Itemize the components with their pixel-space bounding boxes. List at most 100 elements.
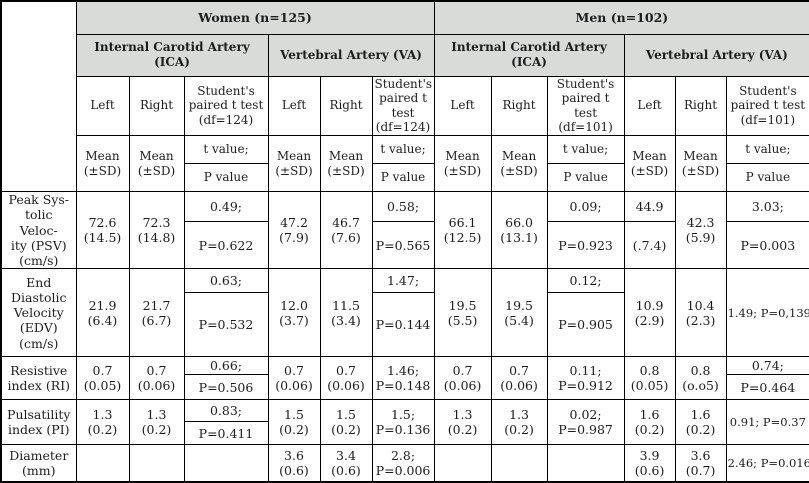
men-ica-ttest-header: Student's paired t test (df=101) bbox=[546, 75, 625, 136]
edv-women-ica-left-cell: 21.9 (6.4) bbox=[75, 268, 130, 358]
men-va-left-header: Left bbox=[623, 75, 676, 136]
diameter-women-va-ttest-cell: 2.8; P=0.006 bbox=[371, 444, 435, 483]
psv-men-va-left-sd-cell: (.7.4) bbox=[623, 221, 676, 270]
women-va-header: Vertebral Artery (VA) bbox=[267, 33, 435, 77]
pi-women-ica-right-cell: 1.3 (0.2) bbox=[128, 399, 185, 446]
women-ica-left-meansd-header: Mean (±SD) bbox=[75, 135, 130, 192]
psv-men-va-right-cell: 42.3 (5.9) bbox=[674, 190, 727, 270]
psv-women-ica-pvalue-cell: P=0.622 bbox=[183, 221, 269, 270]
pi-women-va-ttest-cell: 1.5; P=0.136 bbox=[371, 399, 435, 446]
ri-women-va-ttest-cell: 1.46; P=0.148 bbox=[371, 356, 435, 401]
ri-row-label: Resistive index (RI) bbox=[0, 356, 77, 401]
edv-women-va-left-cell: 12.0 (3.7) bbox=[267, 268, 321, 358]
psv-women-ica-left-cell: 72.6 (14.5) bbox=[75, 190, 130, 270]
ri-men-va-left-cell: 0.8 (0.05) bbox=[623, 356, 676, 401]
ri-women-va-right-cell: 0.7 (0.06) bbox=[319, 356, 373, 401]
ri-women-ica-left-cell: 0.7 (0.05) bbox=[75, 356, 130, 401]
men-va-tvalue-header: t value; bbox=[725, 135, 809, 164]
women-ica-right-meansd-header: Mean (±SD) bbox=[128, 135, 185, 192]
women-va-left-meansd-header: Mean (±SD) bbox=[267, 135, 321, 192]
table-row-psv: Peak Sys- tolic Veloc- ity (PSV) (cm/s) … bbox=[0, 190, 809, 270]
ri-women-ica-pvalue-cell: P=0.506 bbox=[183, 374, 269, 401]
women-ica-header: Internal Carotid Artery (ICA) bbox=[75, 33, 269, 77]
women-ica-tvalue-header: t value; bbox=[183, 135, 269, 164]
men-ica-header: Internal Carotid Artery (ICA) bbox=[433, 33, 625, 77]
edv-men-va-right-cell: 10.4 (2.3) bbox=[674, 268, 727, 358]
diameter-women-ica-left-cell bbox=[75, 444, 130, 483]
men-ica-tvalue-header: t value; bbox=[546, 135, 625, 164]
ri-men-ica-ttest-cell: 0.11; P=0.912 bbox=[546, 356, 625, 401]
diameter-women-ica-ttest-cell bbox=[183, 444, 269, 483]
men-ica-pvalue-header: P value bbox=[546, 163, 625, 192]
men-va-ttest-header: Student's paired t test (df=101) bbox=[725, 75, 809, 136]
edv-women-va-pvalue-cell: P=0.144 bbox=[371, 292, 435, 358]
table-row-diameter: Diameter (mm) 3.6 (0.6) 3.4 (0.6) 2.8; P… bbox=[0, 444, 809, 483]
pi-row-label: Pulsatility index (PI) bbox=[0, 399, 77, 446]
corner-cell bbox=[0, 0, 77, 192]
diameter-men-ica-right-cell bbox=[490, 444, 548, 483]
women-va-right-meansd-header: Mean (±SD) bbox=[319, 135, 373, 192]
edv-men-va-left-cell: 10.9 (2.9) bbox=[623, 268, 676, 358]
ri-women-va-left-cell: 0.7 (0.06) bbox=[267, 356, 321, 401]
diameter-row-label: Diameter (mm) bbox=[0, 444, 77, 483]
women-va-ttest-header: Student's paired t test (df=124) bbox=[371, 75, 435, 136]
diameter-men-va-ttest-cell: 2.46; P=0.016 bbox=[725, 444, 809, 483]
pi-men-ica-right-cell: 1.3 (0.2) bbox=[490, 399, 548, 446]
table-row-ri: Resistive index (RI) 0.7 (0.05) 0.7 (0.0… bbox=[0, 356, 809, 401]
ri-men-ica-left-cell: 0.7 (0.06) bbox=[433, 356, 492, 401]
pi-men-va-right-cell: 1.6 (0.2) bbox=[674, 399, 727, 446]
edv-women-ica-tvalue-cell: 0.63; bbox=[183, 268, 269, 294]
pi-men-va-left-cell: 1.6 (0.2) bbox=[623, 399, 676, 446]
pi-men-ica-left-cell: 1.3 (0.2) bbox=[433, 399, 492, 446]
edv-row-label: End Diastolic Velocity (EDV) (cm/s) bbox=[0, 268, 77, 358]
men-va-right-header: Right bbox=[674, 75, 727, 136]
edv-men-ica-left-cell: 19.5 (5.5) bbox=[433, 268, 492, 358]
psv-women-va-left-cell: 47.2 (7.9) bbox=[267, 190, 321, 270]
ri-women-ica-right-cell: 0.7 (0.06) bbox=[128, 356, 185, 401]
edv-men-ica-right-cell: 19.5 (5.4) bbox=[490, 268, 548, 358]
psv-women-ica-right-cell: 72.3 (14.8) bbox=[128, 190, 185, 270]
pi-women-ica-pvalue-cell: P=0.411 bbox=[183, 421, 269, 446]
women-va-pvalue-header: P value bbox=[371, 163, 435, 192]
edv-women-va-tvalue-cell: 1.47; bbox=[371, 268, 435, 294]
edv-men-ica-pvalue-cell: P=0.905 bbox=[546, 292, 625, 358]
men-ica-right-header: Right bbox=[490, 75, 548, 136]
diameter-women-va-left-cell: 3.6 (0.6) bbox=[267, 444, 321, 483]
pi-women-ica-tvalue-cell: 0.83; bbox=[183, 399, 269, 423]
ri-men-ica-right-cell: 0.7 (0.06) bbox=[490, 356, 548, 401]
edv-men-ica-tvalue-cell: 0.12; bbox=[546, 268, 625, 294]
women-va-right-header: Right bbox=[319, 75, 373, 136]
women-ica-right-header: Right bbox=[128, 75, 185, 136]
pi-men-va-ttest-cell: 0.91; P=0.37 bbox=[725, 399, 809, 446]
ri-men-va-pvalue-cell: P=0.464 bbox=[725, 374, 809, 401]
men-va-right-meansd-header: Mean (±SD) bbox=[674, 135, 727, 192]
diameter-men-va-right-cell: 3.6 (0.7) bbox=[674, 444, 727, 483]
table-row-edv: End Diastolic Velocity (EDV) (cm/s) 21.9… bbox=[0, 268, 809, 358]
edv-men-va-ttest-cell: 1.49; P=0,139 bbox=[725, 268, 809, 358]
edv-women-ica-right-cell: 21.7 (6.7) bbox=[128, 268, 185, 358]
men-ica-left-meansd-header: Mean (±SD) bbox=[433, 135, 492, 192]
ri-men-va-tvalue-cell: 0.74; bbox=[725, 356, 809, 376]
women-va-left-header: Left bbox=[267, 75, 321, 136]
men-ica-right-meansd-header: Mean (±SD) bbox=[490, 135, 548, 192]
psv-men-va-tvalue-cell: 3.03; bbox=[725, 190, 809, 223]
women-ica-ttest-header: Student's paired t test (df=124) bbox=[183, 75, 269, 136]
men-ica-left-header: Left bbox=[433, 75, 492, 136]
pi-women-ica-left-cell: 1.3 (0.2) bbox=[75, 399, 130, 446]
diameter-women-va-right-cell: 3.4 (0.6) bbox=[319, 444, 373, 483]
psv-women-va-right-cell: 46.7 (7.6) bbox=[319, 190, 373, 270]
ri-women-ica-tvalue-cell: 0.66; bbox=[183, 356, 269, 376]
psv-men-ica-pvalue-cell: P=0.923 bbox=[546, 221, 625, 270]
psv-men-ica-left-cell: 66.1 (12.5) bbox=[433, 190, 492, 270]
diameter-men-ica-ttest-cell bbox=[546, 444, 625, 483]
psv-row-label: Peak Sys- tolic Veloc- ity (PSV) (cm/s) bbox=[0, 190, 77, 270]
psv-men-ica-tvalue-cell: 0.09; bbox=[546, 190, 625, 223]
men-va-left-meansd-header: Mean (±SD) bbox=[623, 135, 676, 192]
psv-men-va-pvalue-cell: P=0.003 bbox=[725, 221, 809, 270]
women-group-header: Women (n=125) bbox=[75, 0, 435, 35]
psv-women-va-pvalue-cell: P=0.565 bbox=[371, 221, 435, 270]
psv-men-ica-right-cell: 66.0 (13.1) bbox=[490, 190, 548, 270]
diameter-men-ica-left-cell bbox=[433, 444, 492, 483]
women-ica-pvalue-header: P value bbox=[183, 163, 269, 192]
